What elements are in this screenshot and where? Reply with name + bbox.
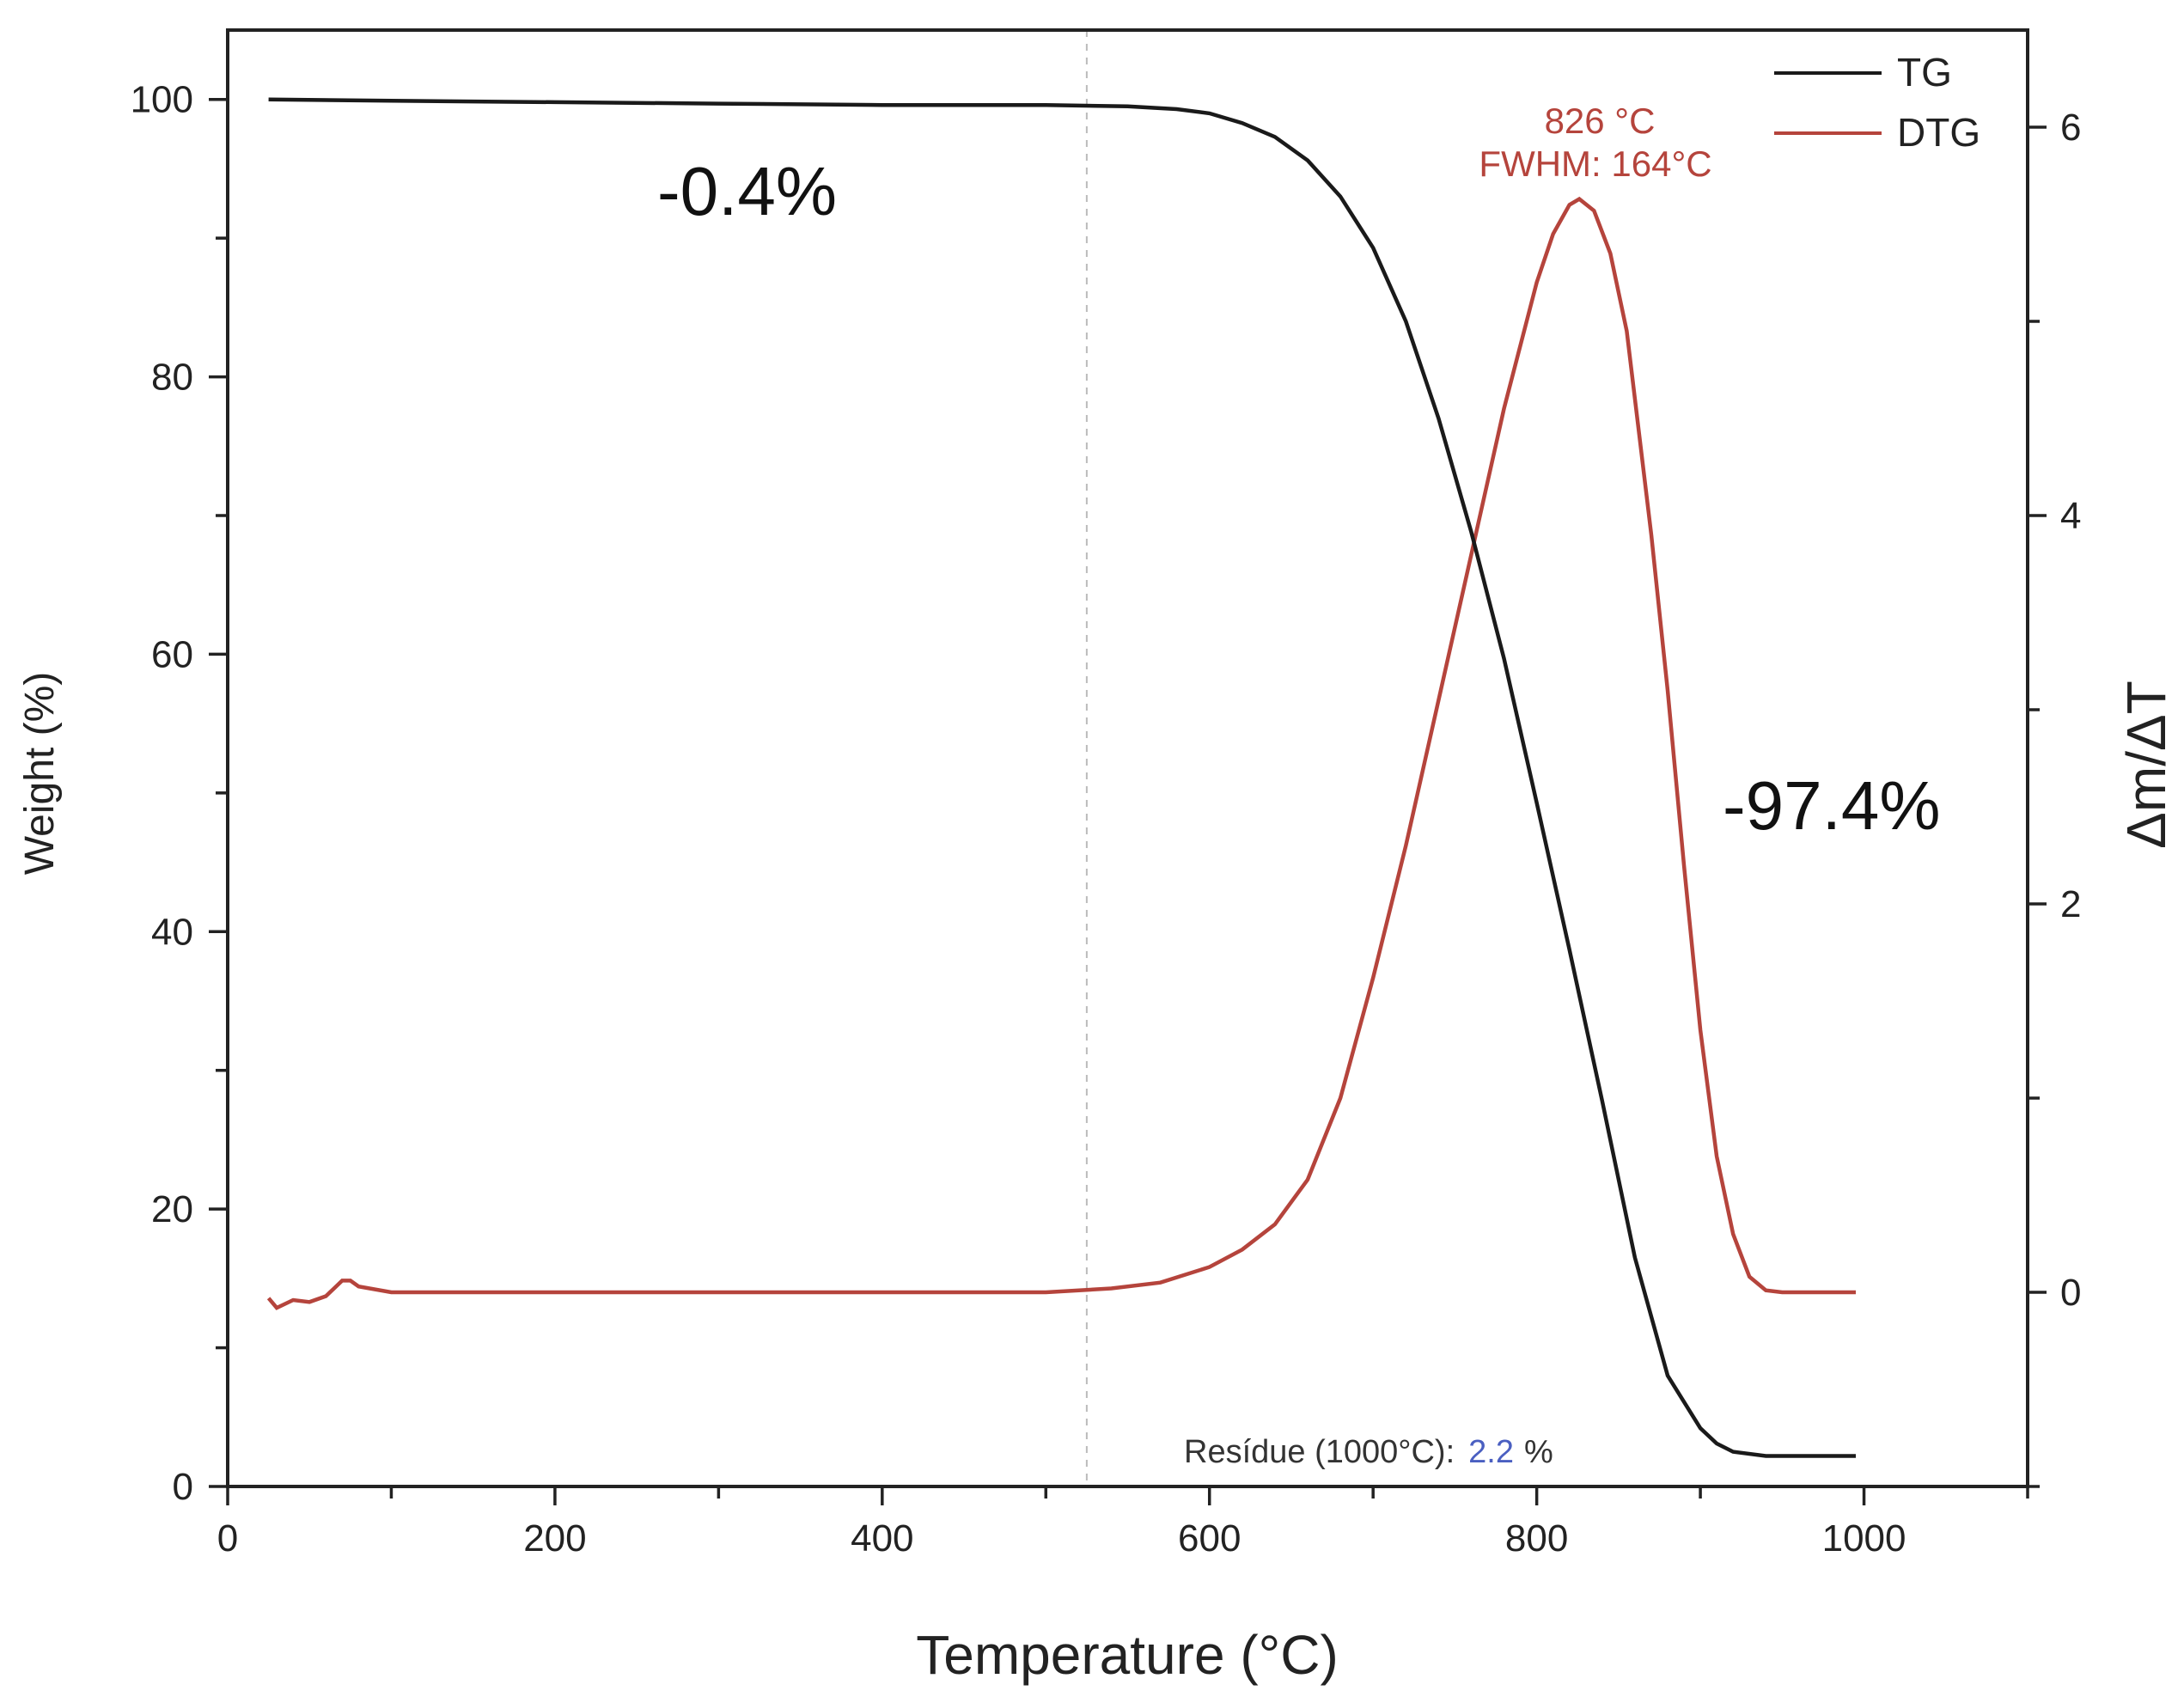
series-line-tg	[268, 97, 1856, 1458]
mass-loss-stage1: -0.4%	[657, 153, 837, 229]
axis-ticks	[209, 97, 2047, 1505]
x-axis-title: Temperature (°C)	[916, 1624, 1339, 1686]
x-tick-label: 800	[1505, 1517, 1568, 1560]
y-tick-label: 60	[151, 633, 193, 675]
y-tick-label: 80	[151, 357, 193, 399]
y-tick-label: 100	[131, 79, 193, 121]
x-tick-label: 1000	[1822, 1517, 1906, 1560]
x-tick-label: 200	[523, 1517, 586, 1560]
x-tick-label: 600	[1178, 1517, 1241, 1560]
mass-loss-stage2: -97.4%	[1723, 767, 1940, 844]
y-axis-title: Weight (%)	[17, 672, 63, 876]
y2-axis-title: Δm/ΔT	[2115, 681, 2177, 849]
x-tick-label: 400	[851, 1517, 913, 1560]
residue-label: Resídue (1000°C): 2.2%	[1184, 1434, 1553, 1470]
y2-tick-label: 4	[2060, 495, 2081, 537]
y-tick-label: 0	[173, 1466, 193, 1508]
y2-tick-label: 0	[2060, 1272, 2081, 1314]
legend: TG DTG	[1774, 50, 1980, 155]
residue-unit: %	[1524, 1434, 1553, 1470]
y2-tick-label: 2	[2060, 883, 2081, 925]
legend-label-dtg: DTG	[1897, 110, 1980, 155]
residue-prefix: Resídue (1000°C):	[1184, 1434, 1455, 1470]
plot-frame	[226, 28, 2029, 1488]
dtg-peak-temperature: 826 °C	[1545, 101, 1656, 141]
residue-value: 2.2	[1468, 1434, 1514, 1470]
series-line-dtg	[266, 196, 1856, 1310]
x-tick-label: 0	[217, 1517, 238, 1560]
y-tick-label: 20	[151, 1188, 193, 1230]
dtg-fwhm: FWHM: 164°C	[1479, 143, 1711, 184]
legend-label-tg: TG	[1897, 50, 1952, 95]
y-tick-label: 40	[151, 911, 193, 953]
y2-tick-label: 6	[2060, 107, 2081, 149]
